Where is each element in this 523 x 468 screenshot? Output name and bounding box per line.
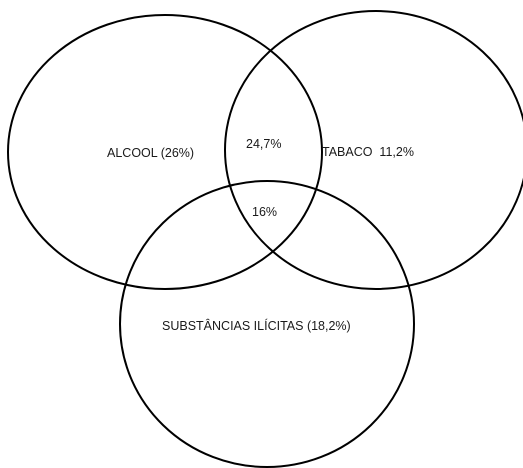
all-three-intersection-label: 16%	[252, 205, 277, 219]
alcool-circle	[7, 14, 323, 290]
alcool-label: ALCOOL (26%)	[107, 146, 194, 160]
alcool-tabaco-intersection-label: 24,7%	[246, 137, 281, 151]
tabaco-circle	[224, 10, 523, 290]
tabaco-label: TABACO 11,2%	[322, 145, 414, 159]
substancias-label: SUBSTÂNCIAS ILÍCITAS (18,2%)	[162, 318, 351, 333]
substancias-circle	[119, 180, 415, 468]
